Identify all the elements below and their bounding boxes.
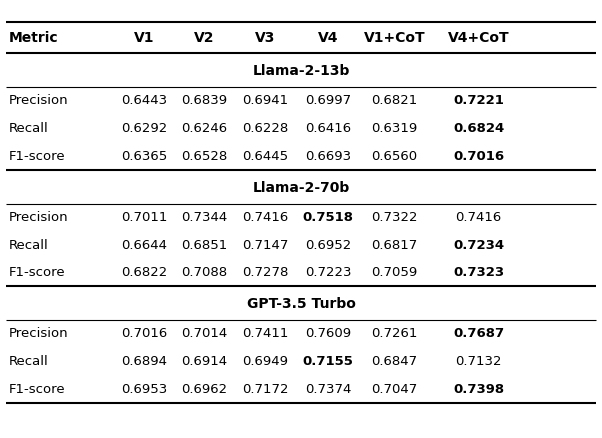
Text: 0.7398: 0.7398 bbox=[453, 383, 504, 396]
Text: 0.6839: 0.6839 bbox=[182, 95, 228, 107]
Text: 0.7011: 0.7011 bbox=[121, 211, 168, 224]
Text: 0.7088: 0.7088 bbox=[182, 266, 228, 279]
Text: V3: V3 bbox=[255, 31, 275, 45]
Text: F1-score: F1-score bbox=[9, 266, 66, 279]
Text: V4+CoT: V4+CoT bbox=[448, 31, 509, 45]
Text: 0.7155: 0.7155 bbox=[303, 355, 353, 368]
Text: 0.6952: 0.6952 bbox=[305, 239, 351, 251]
Text: 0.6445: 0.6445 bbox=[242, 150, 288, 162]
Text: F1-score: F1-score bbox=[9, 383, 66, 396]
Text: 0.7416: 0.7416 bbox=[456, 211, 501, 224]
Text: 0.7047: 0.7047 bbox=[371, 383, 417, 396]
Text: 0.6821: 0.6821 bbox=[371, 95, 417, 107]
Text: V1: V1 bbox=[134, 31, 155, 45]
Text: 0.6228: 0.6228 bbox=[242, 122, 288, 135]
Text: V4: V4 bbox=[318, 31, 338, 45]
Text: 0.6997: 0.6997 bbox=[305, 95, 351, 107]
Text: F1-score: F1-score bbox=[9, 150, 66, 162]
Text: 0.6953: 0.6953 bbox=[122, 383, 167, 396]
Text: 0.6560: 0.6560 bbox=[371, 150, 417, 162]
Text: 0.7609: 0.7609 bbox=[305, 328, 351, 340]
Text: 0.7322: 0.7322 bbox=[371, 211, 418, 224]
Text: 0.7221: 0.7221 bbox=[453, 95, 504, 107]
Text: 0.7687: 0.7687 bbox=[453, 328, 504, 340]
Text: Precision: Precision bbox=[9, 211, 69, 224]
Text: Recall: Recall bbox=[9, 122, 49, 135]
Text: 0.7374: 0.7374 bbox=[305, 383, 352, 396]
Text: Recall: Recall bbox=[9, 355, 49, 368]
Text: 0.6365: 0.6365 bbox=[122, 150, 167, 162]
Text: 0.6292: 0.6292 bbox=[122, 122, 167, 135]
Text: 0.7223: 0.7223 bbox=[305, 266, 352, 279]
Text: 0.7132: 0.7132 bbox=[455, 355, 502, 368]
Text: Precision: Precision bbox=[9, 95, 69, 107]
Text: 0.6851: 0.6851 bbox=[182, 239, 228, 251]
Text: 0.6644: 0.6644 bbox=[122, 239, 167, 251]
Text: 0.7344: 0.7344 bbox=[182, 211, 228, 224]
Text: 0.6962: 0.6962 bbox=[182, 383, 228, 396]
Text: 0.7416: 0.7416 bbox=[242, 211, 288, 224]
Text: V1+CoT: V1+CoT bbox=[364, 31, 425, 45]
Text: 0.7016: 0.7016 bbox=[122, 328, 167, 340]
Text: 0.7518: 0.7518 bbox=[303, 211, 353, 224]
Text: V2: V2 bbox=[194, 31, 215, 45]
Text: 0.7016: 0.7016 bbox=[453, 150, 504, 162]
Text: 0.7234: 0.7234 bbox=[453, 239, 504, 251]
Text: 0.7172: 0.7172 bbox=[241, 383, 288, 396]
Text: 0.6246: 0.6246 bbox=[182, 122, 228, 135]
Text: 0.6824: 0.6824 bbox=[453, 122, 504, 135]
Text: 0.7147: 0.7147 bbox=[241, 239, 288, 251]
Text: 0.6894: 0.6894 bbox=[122, 355, 167, 368]
Text: 0.6443: 0.6443 bbox=[122, 95, 167, 107]
Text: 0.7014: 0.7014 bbox=[182, 328, 228, 340]
Text: 0.6847: 0.6847 bbox=[371, 355, 417, 368]
Text: 0.7323: 0.7323 bbox=[453, 266, 504, 279]
Text: 0.6693: 0.6693 bbox=[305, 150, 351, 162]
Text: 0.6949: 0.6949 bbox=[242, 355, 288, 368]
Text: 0.7411: 0.7411 bbox=[241, 328, 288, 340]
Text: Llama-2-70b: Llama-2-70b bbox=[252, 181, 350, 195]
Text: 0.6817: 0.6817 bbox=[371, 239, 417, 251]
Text: 0.6416: 0.6416 bbox=[305, 122, 351, 135]
Text: 0.6319: 0.6319 bbox=[371, 122, 417, 135]
Text: GPT-3.5 Turbo: GPT-3.5 Turbo bbox=[247, 297, 355, 311]
Text: 0.7261: 0.7261 bbox=[371, 328, 418, 340]
Text: 0.7278: 0.7278 bbox=[241, 266, 288, 279]
Text: Recall: Recall bbox=[9, 239, 49, 251]
Text: Precision: Precision bbox=[9, 328, 69, 340]
Text: Metric: Metric bbox=[9, 31, 58, 45]
Text: 0.6914: 0.6914 bbox=[182, 355, 228, 368]
Text: 0.7059: 0.7059 bbox=[371, 266, 417, 279]
Text: 0.6822: 0.6822 bbox=[122, 266, 167, 279]
Text: 0.6528: 0.6528 bbox=[182, 150, 228, 162]
Text: 0.6941: 0.6941 bbox=[242, 95, 288, 107]
Text: Llama-2-13b: Llama-2-13b bbox=[252, 64, 350, 78]
